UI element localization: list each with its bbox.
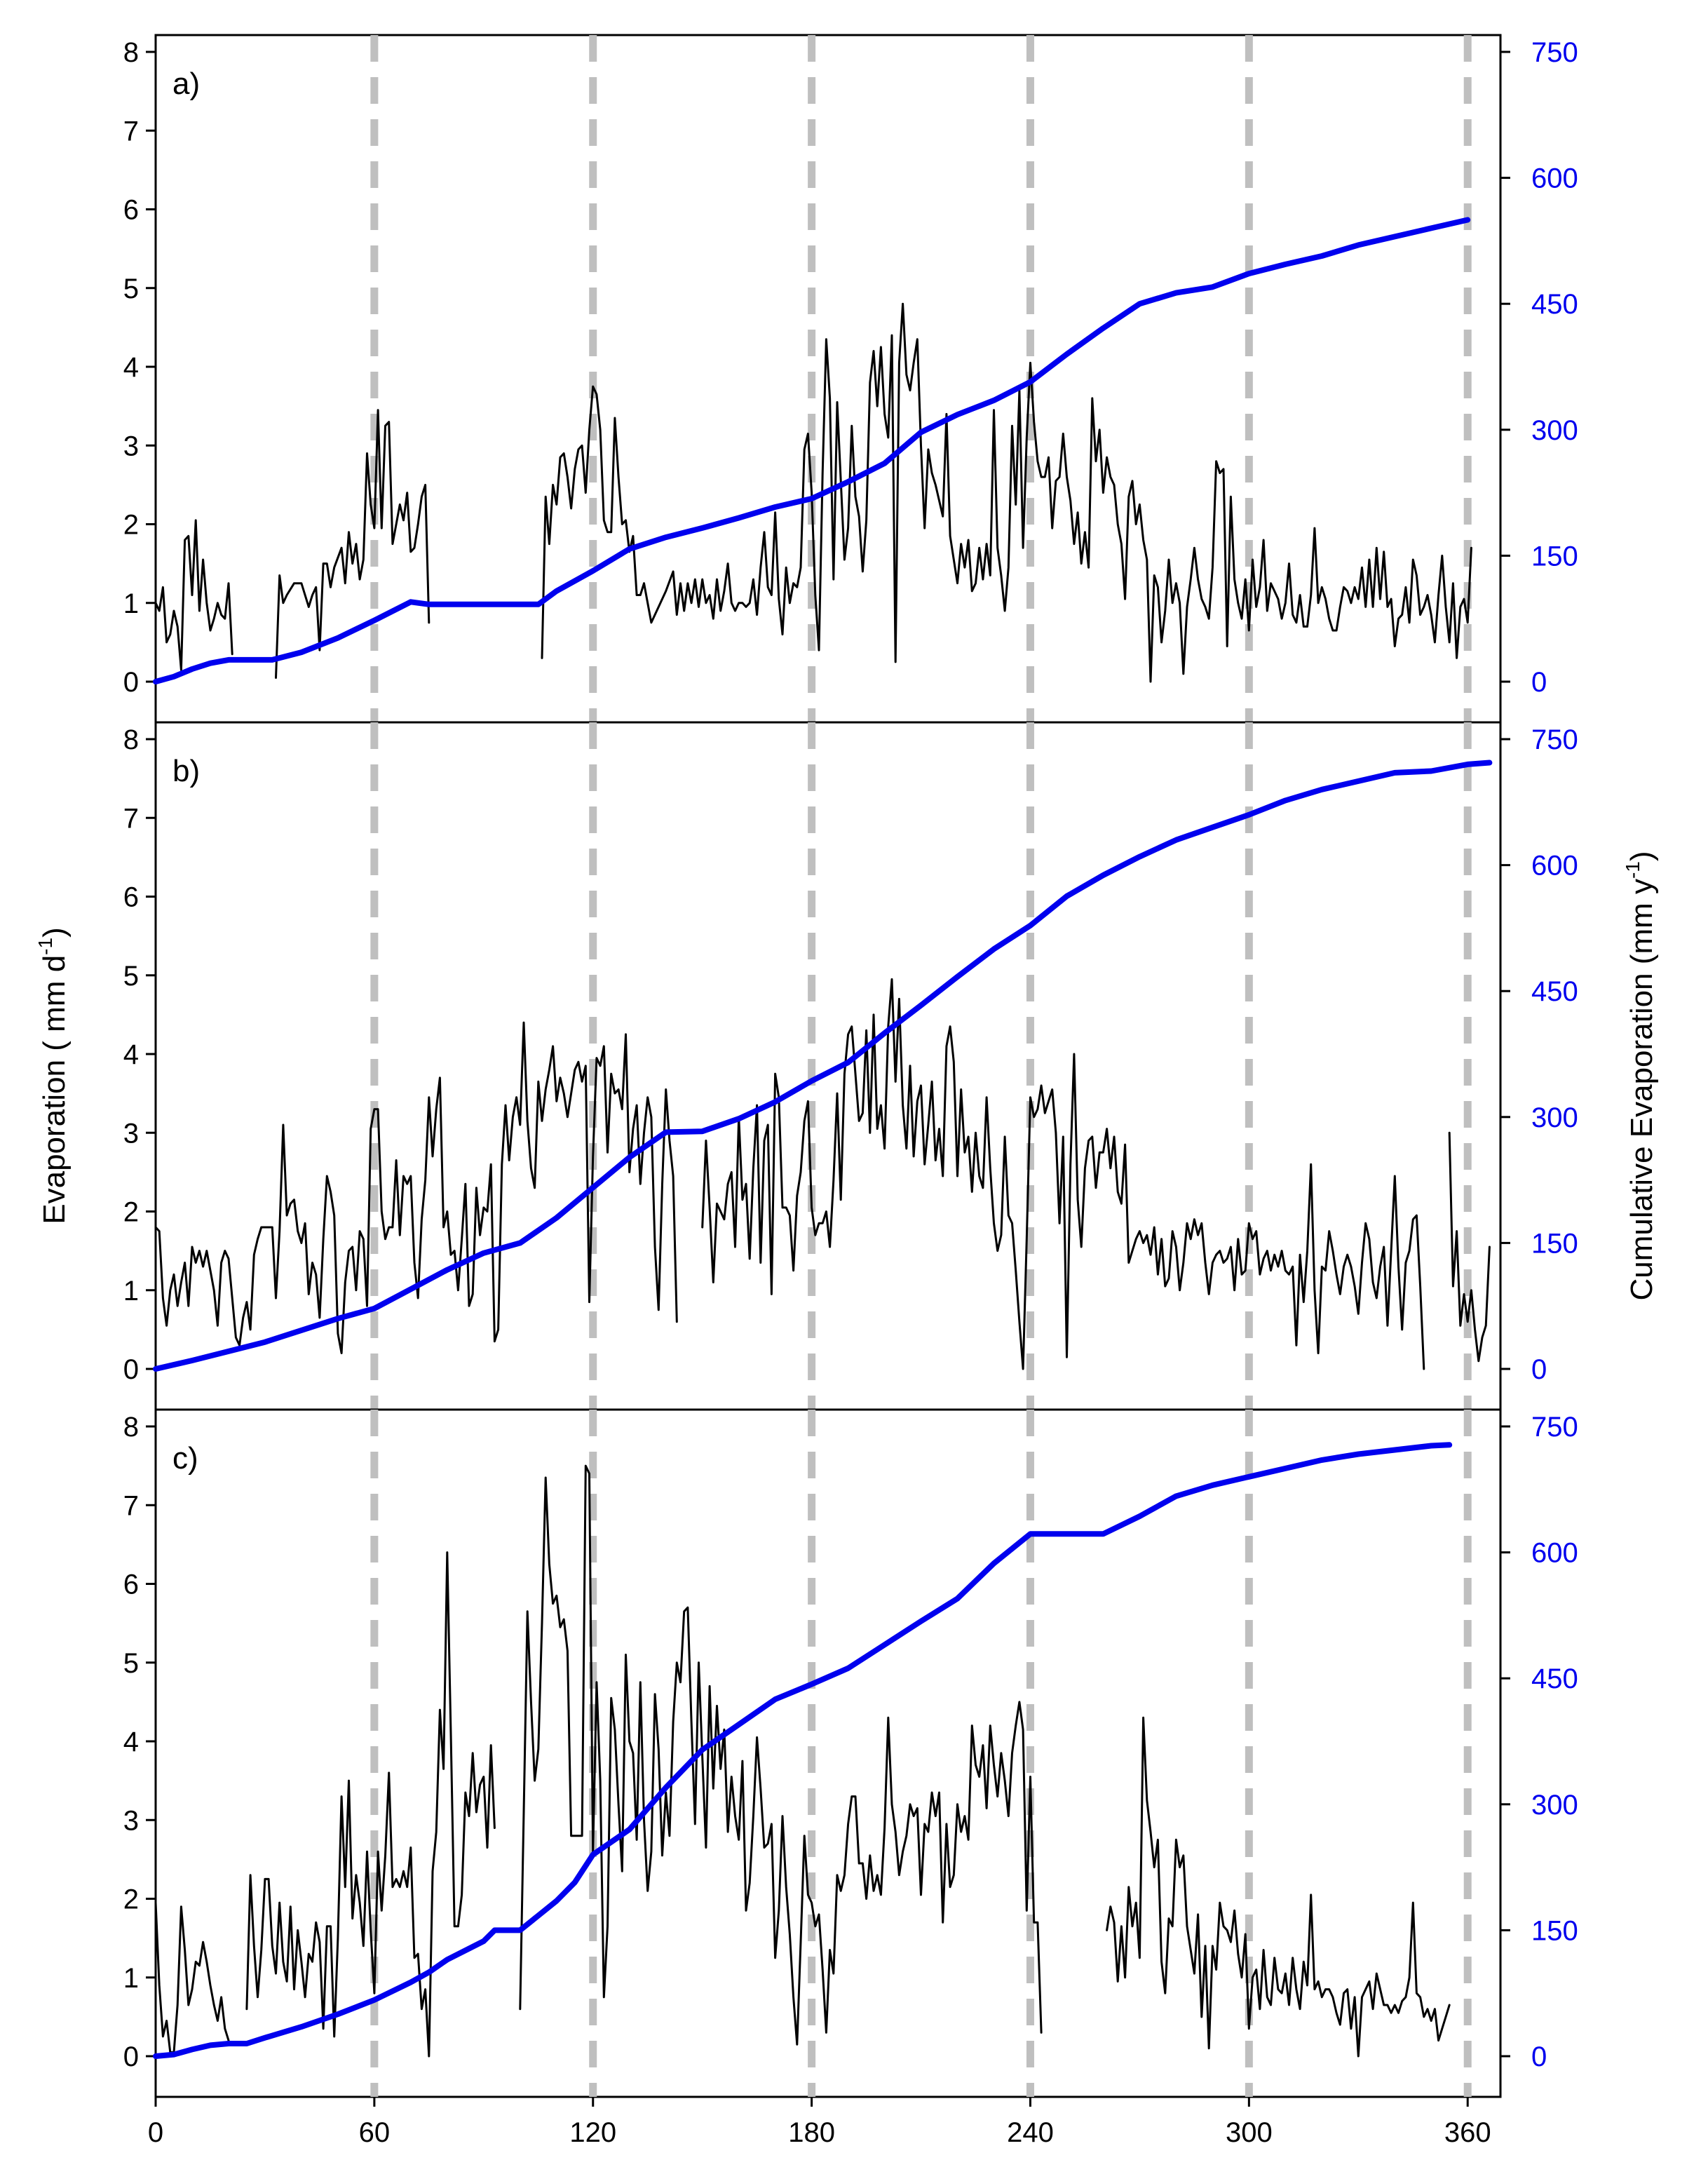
- daily-line-segment-1: [245, 1551, 496, 2058]
- y2-tick-label: 450: [1531, 976, 1578, 1007]
- y-tick-label: 1: [123, 588, 139, 619]
- y-axis-label-right: Cumulative Evaporation (mm y-1): [1622, 851, 1659, 1300]
- daily-line-segment-0: [154, 1021, 678, 1354]
- y2-tick-label: 750: [1531, 724, 1578, 755]
- y2-tick-label: 300: [1531, 1102, 1578, 1133]
- cumulative-line-segment-0: [153, 760, 1493, 1372]
- daily-line-segment-1: [275, 409, 431, 679]
- x-tick-label: 240: [1007, 2117, 1054, 2148]
- y2-tick-label: 750: [1531, 37, 1578, 68]
- x-tick-label: 120: [569, 2117, 616, 2148]
- y-tick-label: 2: [123, 1884, 139, 1915]
- y-tick-label: 4: [123, 352, 139, 383]
- y-tick-label: 1: [123, 1276, 139, 1307]
- panels: 0123456780150300450600750a)0123456780150…: [123, 34, 1578, 2148]
- y-axis-label-right-text: Cumulative Evaporation (mm y: [1625, 879, 1659, 1301]
- y2-tick-label: 600: [1531, 163, 1578, 194]
- series-daily-evaporation: [154, 978, 1491, 1370]
- y-tick-label: 8: [123, 37, 139, 68]
- x-tick-label: 360: [1444, 2117, 1491, 2148]
- x-tick-label: 60: [359, 2117, 391, 2148]
- y-axis-label-right-closing: ): [1625, 851, 1659, 861]
- y-tick-label: 7: [123, 803, 139, 834]
- x-tick-label: 0: [148, 2117, 163, 2148]
- y-tick-label: 0: [123, 2041, 139, 2072]
- y2-tick-label: 600: [1531, 1538, 1578, 1569]
- y-tick-label: 7: [123, 1490, 139, 1521]
- y2-tick-label: 300: [1531, 415, 1578, 446]
- y-axis-label-left-closing: ): [37, 927, 72, 938]
- y-axis-label-left-exponent: -1: [34, 938, 56, 955]
- panel-label: a): [172, 67, 200, 101]
- daily-line-segment-0: [154, 519, 233, 671]
- panel-c: 0 1 2 3 4 5 6 7 8 0 150 300 450 600 750 0 60 120 180 240 300…: [123, 1408, 1578, 2148]
- panel-b: 0 1 2 3 4 5 6 7 8 0 150 300 450 600 750 b): [123, 721, 1578, 1419]
- y2-tick-label: 300: [1531, 1790, 1578, 1821]
- series-daily-evaporation: [154, 302, 1472, 683]
- cumulative-line-segment-0: [153, 217, 1471, 684]
- panel-label: c): [172, 1441, 198, 1476]
- y2-tick-label: 600: [1531, 851, 1578, 882]
- y2-tick-label: 750: [1531, 1412, 1578, 1443]
- y-tick-label: 5: [123, 1648, 139, 1679]
- y-tick-label: 0: [123, 1354, 139, 1385]
- cumulative-line-segment-0: [153, 1442, 1453, 2059]
- daily-line-segment-2: [519, 1464, 1043, 2046]
- series-cumulative-evaporation: [153, 760, 1493, 1372]
- y-tick-label: 5: [123, 961, 139, 992]
- panel-label: b): [172, 754, 200, 788]
- y-tick-label: 6: [123, 1569, 139, 1600]
- y2-tick-label: 150: [1531, 1915, 1578, 1946]
- y2-tick-label: 150: [1531, 1228, 1578, 1259]
- x-tick-label: 300: [1226, 2117, 1273, 2148]
- y-tick-label: 3: [123, 1805, 139, 1836]
- y-tick-label: 5: [123, 274, 139, 304]
- y2-tick-label: 150: [1531, 541, 1578, 572]
- y-axis-label-left: Evaporation ( mm d-1): [34, 927, 72, 1224]
- y-tick-label: 6: [123, 882, 139, 913]
- y2-tick-label: 0: [1531, 1354, 1547, 1385]
- series-cumulative-evaporation: [153, 1442, 1453, 2059]
- series-daily-evaporation: [154, 1464, 1451, 2058]
- daily-line-segment-1: [701, 978, 1425, 1370]
- y2-tick-label: 450: [1531, 289, 1578, 320]
- y2-tick-label: 0: [1531, 667, 1547, 698]
- series-cumulative-evaporation: [153, 217, 1471, 684]
- panel-a: 0 1 2 3 4 5 6 7 8 0 150 300 450 600 750 a): [123, 34, 1578, 732]
- daily-line-segment-0: [154, 1901, 230, 2053]
- y-tick-label: 4: [123, 1039, 139, 1070]
- y-tick-label: 2: [123, 1197, 139, 1228]
- y-axis-label-right-exponent: -1: [1622, 861, 1643, 879]
- x-tick-label: 180: [788, 2117, 835, 2148]
- y-tick-label: 8: [123, 1412, 139, 1443]
- daily-line-segment-2: [541, 302, 1472, 683]
- y-tick-label: 6: [123, 195, 139, 226]
- y-tick-label: 3: [123, 431, 139, 461]
- daily-line-segment-2: [1448, 1131, 1491, 1363]
- y-tick-label: 7: [123, 116, 139, 147]
- y-axis-label-left-text: Evaporation ( mm d: [37, 955, 72, 1224]
- y-tick-label: 0: [123, 667, 139, 698]
- y-tick-label: 2: [123, 510, 139, 541]
- y-tick-label: 3: [123, 1118, 139, 1149]
- y2-tick-label: 0: [1531, 2041, 1547, 2072]
- daily-line-segment-3: [1106, 1716, 1451, 2058]
- y-tick-label: 1: [123, 1963, 139, 1994]
- y-tick-label: 4: [123, 1727, 139, 1757]
- y2-tick-label: 450: [1531, 1663, 1578, 1694]
- y-tick-label: 8: [123, 724, 139, 755]
- plot-frame: [154, 1408, 1502, 2098]
